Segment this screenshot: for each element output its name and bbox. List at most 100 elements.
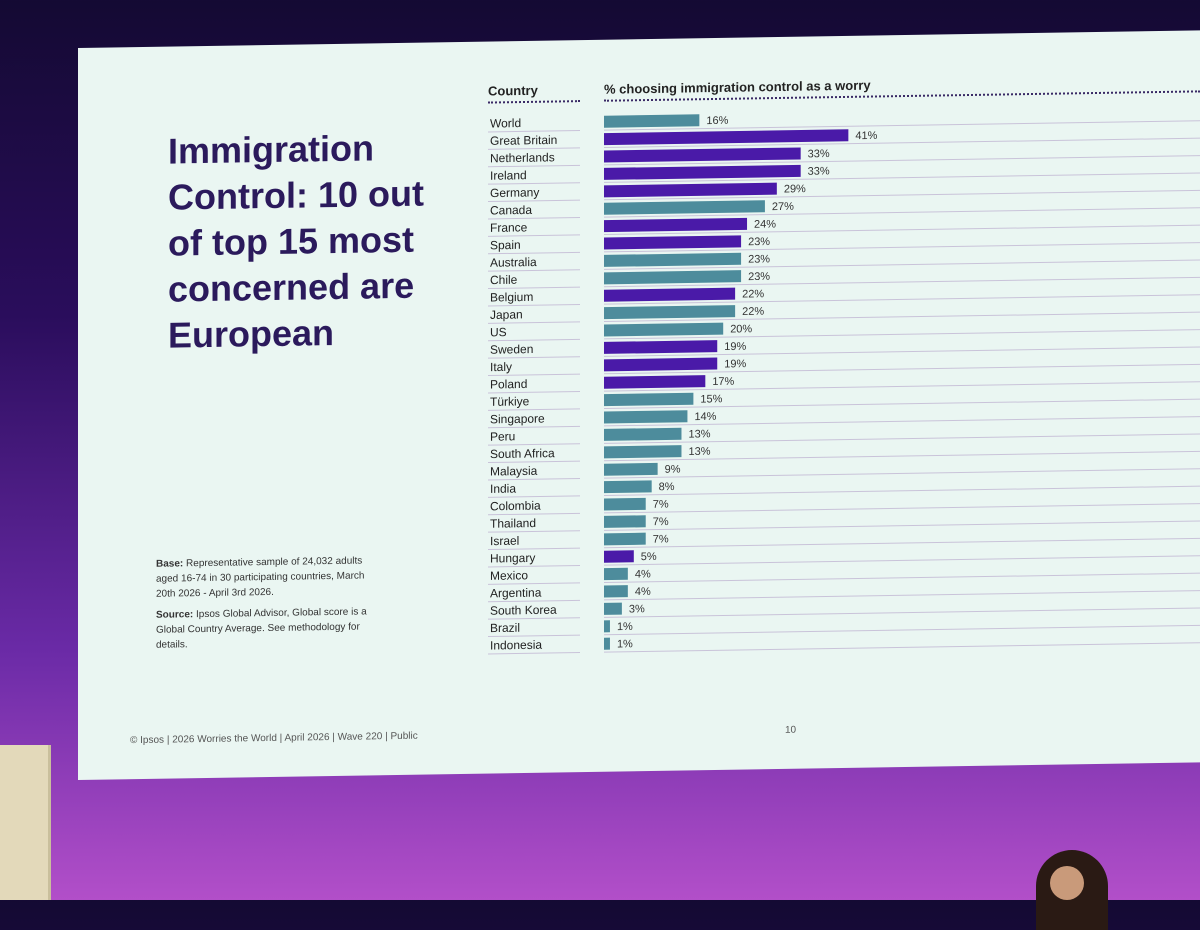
row-rule (604, 398, 1200, 410)
row-rule (604, 572, 1200, 584)
category-rule (488, 478, 580, 481)
category-label: Spain (490, 238, 521, 252)
bar (604, 182, 777, 198)
bar (604, 620, 610, 633)
value-label: 27% (772, 201, 794, 213)
value-label: 33% (808, 165, 830, 177)
chart-svg: World 16% Great Britain 41% Netherlands 33% Ir… (488, 114, 1200, 655)
bar (604, 497, 646, 511)
category-label: Colombia (490, 499, 541, 514)
bar (604, 322, 724, 337)
podium (0, 745, 51, 900)
row-rule (604, 450, 1200, 462)
row-rule (604, 294, 1200, 305)
bar (604, 427, 682, 441)
category-rule (488, 182, 580, 185)
value-label: 15% (700, 393, 722, 405)
category-label: Italy (490, 360, 512, 374)
category-label: US (490, 325, 507, 339)
row-rule (604, 503, 1200, 514)
category-label: France (490, 220, 528, 235)
category-label: Türkiye (490, 394, 530, 409)
row-rule (604, 555, 1200, 566)
category-rule (488, 217, 580, 220)
category-label: Belgium (490, 290, 533, 305)
bar (604, 480, 652, 494)
presentation-slide: Immigration Control: 10 out of top 15 mo… (78, 30, 1200, 781)
category-rule (488, 582, 580, 585)
category-label: Mexico (490, 568, 528, 583)
category-rule (488, 234, 580, 237)
value-label: 13% (688, 428, 710, 440)
category-rule (488, 425, 580, 429)
row-rule (604, 433, 1200, 444)
category-label: Brazil (490, 621, 520, 635)
category-rule (488, 356, 580, 359)
category-rule (488, 269, 580, 272)
category-label: India (490, 482, 516, 496)
category-label: Thailand (490, 516, 536, 531)
row-rule (604, 468, 1200, 479)
bar (604, 252, 742, 267)
category-rule (488, 652, 580, 655)
value-label: 16% (706, 115, 728, 127)
value-label: 9% (665, 464, 681, 476)
row-rule (604, 537, 1200, 549)
category-rule (488, 286, 580, 290)
bar (604, 114, 700, 128)
category-label: Japan (490, 307, 523, 322)
category-label: Sweden (490, 342, 533, 357)
category-rule (488, 408, 580, 411)
category-label: Singapore (490, 411, 545, 426)
category-label: Malaysia (490, 464, 538, 479)
value-label: 1% (617, 638, 633, 650)
value-label: 19% (724, 341, 746, 353)
category-rule (488, 512, 580, 516)
speaker-face (1050, 866, 1084, 900)
row-rule (604, 329, 1200, 340)
bar (604, 637, 610, 650)
slide-footer: © Ipsos | 2026 Worries the World | April… (130, 730, 418, 747)
category-label: Hungary (490, 551, 535, 566)
base-label: Base: (156, 558, 184, 570)
category-rule (488, 304, 580, 307)
category-rule (488, 391, 580, 394)
value-label: 14% (694, 411, 716, 423)
category-rule (488, 565, 580, 568)
row-rule (604, 189, 1200, 201)
bar (604, 532, 646, 546)
row-rule (604, 259, 1200, 270)
page-number: 10 (785, 724, 797, 736)
row-rule (604, 485, 1200, 497)
value-label: 1% (617, 621, 633, 633)
row-rule (604, 120, 1200, 131)
category-label: Chile (490, 273, 518, 287)
value-label: 22% (742, 288, 764, 300)
row-rule (604, 590, 1200, 601)
value-label: 23% (748, 253, 770, 265)
value-label: 20% (730, 323, 752, 335)
bar (604, 357, 718, 372)
value-label: 22% (742, 306, 764, 318)
bar (604, 515, 646, 528)
bar (604, 567, 628, 581)
value-label: 17% (712, 376, 734, 388)
bar (604, 375, 706, 389)
value-label: 3% (629, 603, 645, 615)
category-rule (488, 251, 580, 255)
value-label: 7% (653, 516, 669, 528)
value-label: 23% (748, 236, 770, 248)
row-rule (604, 381, 1200, 392)
slide-headline: Immigration Control: 10 out of top 15 mo… (168, 127, 424, 356)
value-label: 29% (784, 183, 806, 195)
row-rule (604, 363, 1200, 375)
bar (604, 164, 801, 180)
value-label: 7% (653, 499, 669, 511)
category-label: South Africa (490, 446, 555, 461)
category-label: Germany (490, 185, 539, 200)
category-rule (488, 164, 580, 168)
category-label: South Korea (490, 603, 557, 618)
category-rule (488, 460, 580, 464)
category-label: Peru (490, 429, 515, 443)
row-rule (604, 642, 1200, 653)
